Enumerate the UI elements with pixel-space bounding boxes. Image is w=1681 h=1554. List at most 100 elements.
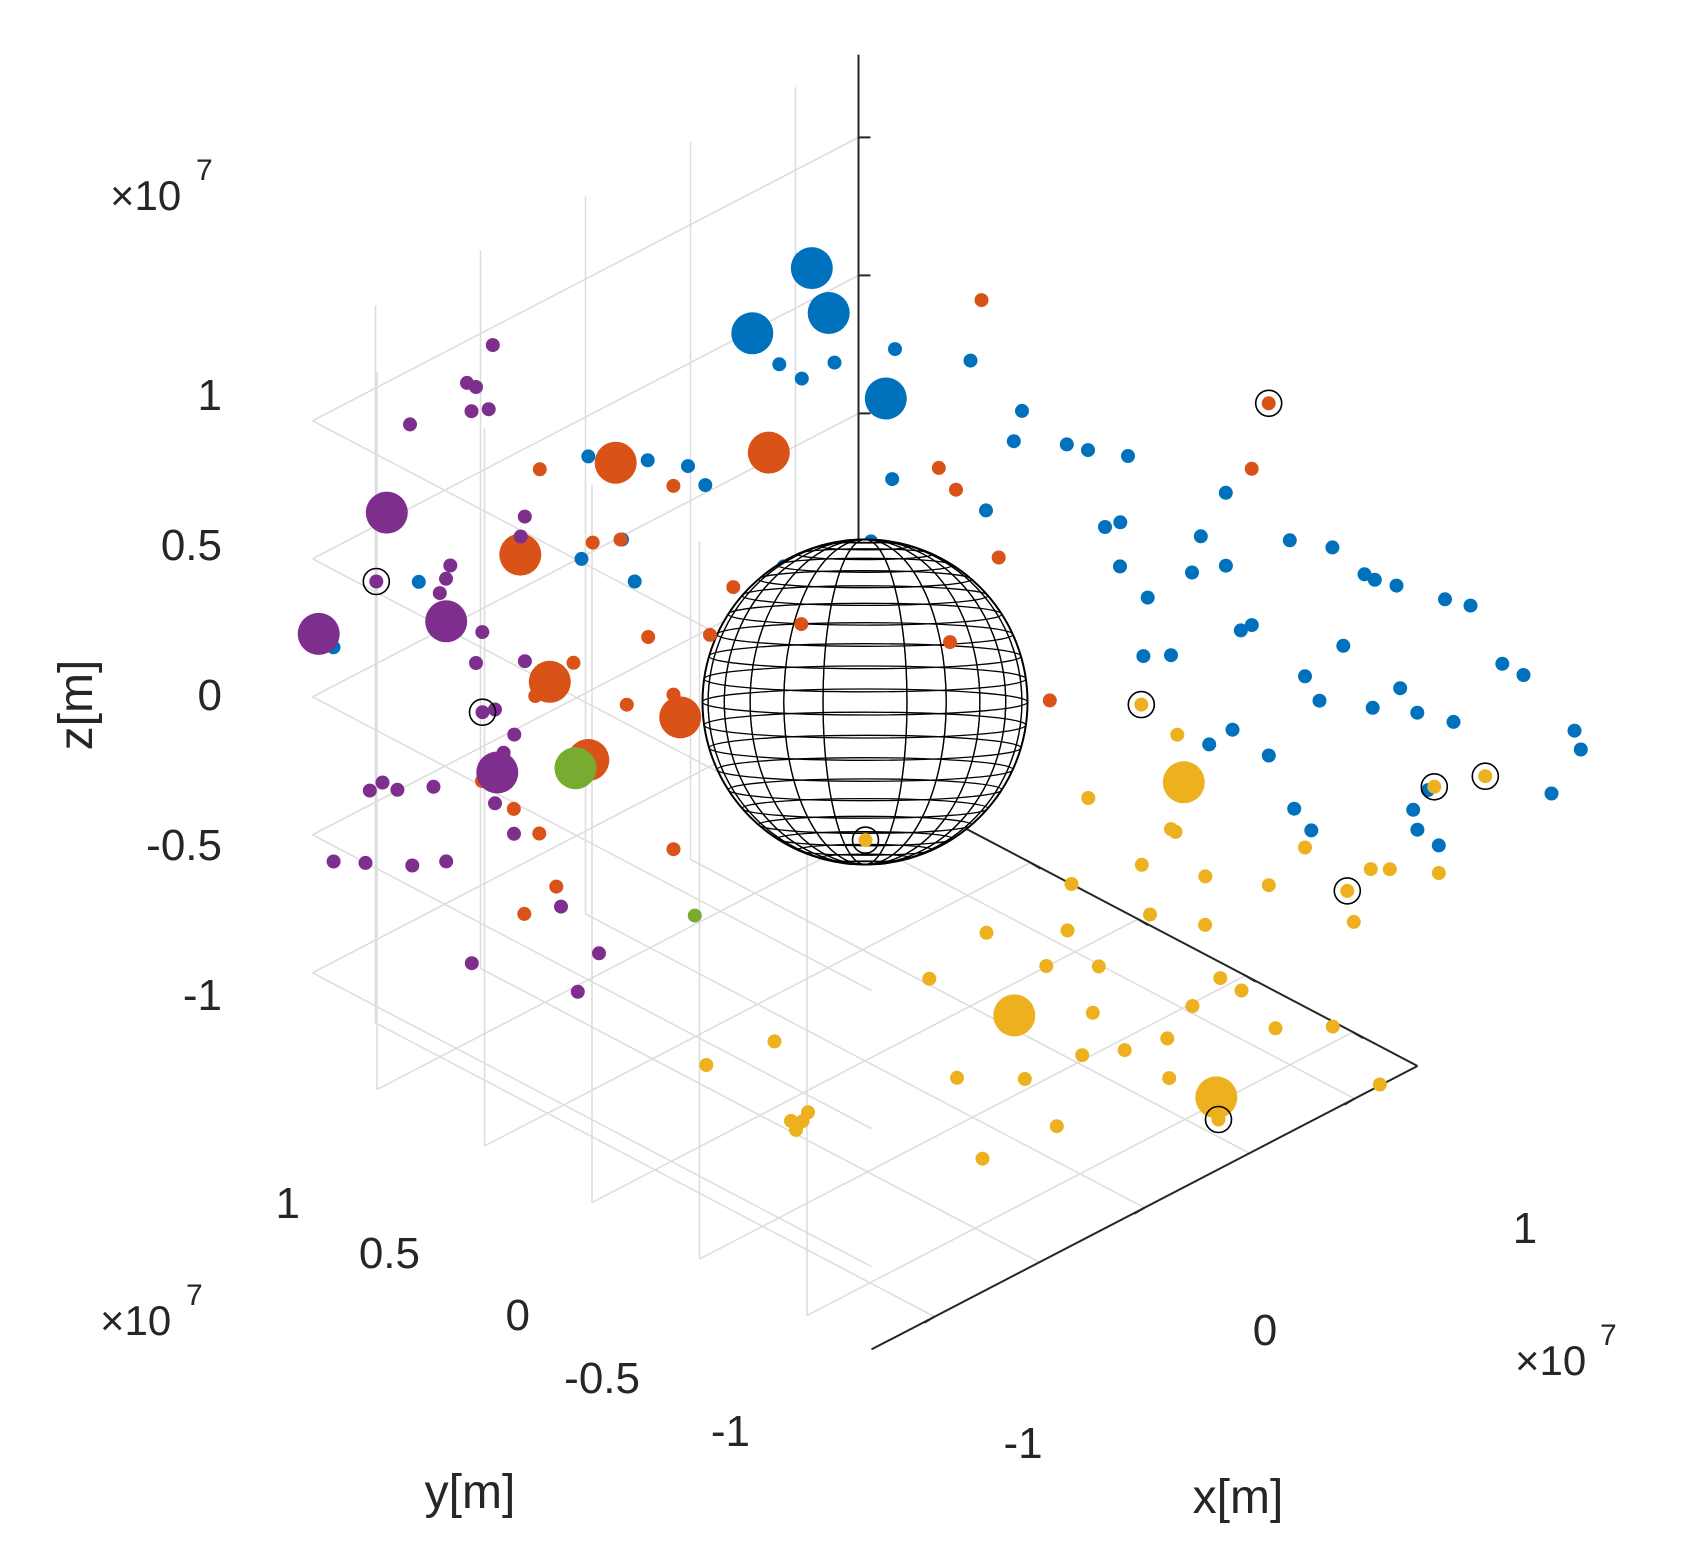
data-point-marker — [485, 338, 500, 353]
data-point-marker — [1039, 959, 1054, 973]
y-axis-label: y[m] — [425, 1466, 516, 1519]
data-point — [888, 342, 902, 357]
data-point-marker — [1160, 1031, 1175, 1046]
data-point — [659, 696, 702, 739]
data-point — [1140, 590, 1155, 605]
z-exponent-multiplier: ×10 7 — [110, 154, 213, 219]
data-point-marker — [801, 1105, 815, 1120]
data-point — [439, 854, 454, 869]
data-point — [949, 482, 963, 497]
data-point — [362, 783, 377, 798]
data-point — [390, 782, 405, 797]
data-point — [1325, 1019, 1340, 1034]
data-point-marker — [464, 956, 479, 971]
data-point-marker — [790, 247, 833, 290]
data-point-marker — [1081, 443, 1095, 458]
data-point-highlight-ring — [1254, 389, 1283, 418]
data-point-marker — [1213, 971, 1228, 986]
data-point-marker — [943, 635, 957, 650]
data-point — [1357, 567, 1372, 582]
data-point-marker — [794, 617, 809, 632]
data-point — [1170, 727, 1185, 742]
data-point — [979, 925, 994, 940]
data-point-marker — [687, 908, 702, 923]
data-point — [1193, 529, 1208, 544]
data-point — [1573, 742, 1588, 757]
data-point-marker — [411, 574, 426, 589]
data-point-marker — [581, 449, 596, 464]
data-point-marker — [767, 1034, 782, 1049]
grid-line — [806, 1031, 1354, 1317]
y-tick — [1137, 918, 1149, 926]
x-tick — [1133, 1206, 1146, 1215]
data-point — [469, 656, 483, 670]
data-point — [790, 247, 833, 290]
data-point — [1134, 857, 1149, 872]
data-point — [1233, 623, 1248, 638]
data-point — [772, 357, 787, 372]
data-point-marker — [1015, 403, 1029, 418]
data-point — [627, 574, 642, 589]
data-point-marker — [1287, 801, 1302, 816]
data-point — [485, 338, 500, 353]
data-point — [1213, 971, 1228, 986]
y-tick-label: 0.5 — [359, 1229, 420, 1278]
data-point-marker — [1406, 802, 1421, 817]
data-point — [1164, 648, 1178, 663]
data-point-marker — [1325, 1019, 1340, 1034]
data-point-marker — [1478, 769, 1493, 784]
data-point — [767, 1034, 782, 1049]
data-point — [1346, 914, 1361, 929]
data-point-marker — [574, 551, 589, 566]
data-point — [585, 535, 600, 550]
data-point — [1015, 403, 1029, 418]
data-point-marker — [1382, 862, 1397, 877]
data-point — [1218, 558, 1233, 573]
data-point-marker — [993, 994, 1036, 1037]
y-tick — [1029, 861, 1042, 870]
z-tick-label: 1 — [198, 371, 222, 420]
data-point — [1136, 649, 1151, 664]
data-point-marker — [1367, 572, 1382, 587]
data-point — [1372, 1077, 1387, 1092]
data-point-marker — [1573, 742, 1588, 757]
data-point-marker — [950, 1070, 964, 1085]
x-tick-label: 1 — [1513, 1204, 1537, 1253]
data-point-marker — [566, 655, 581, 670]
data-point — [885, 472, 900, 487]
data-point — [507, 727, 522, 742]
data-point-marker — [1410, 705, 1425, 720]
data-point — [641, 630, 656, 644]
data-point — [1121, 449, 1135, 463]
data-point-marker — [517, 906, 532, 921]
data-point — [481, 402, 496, 417]
data-point — [1081, 443, 1095, 458]
data-point-marker — [517, 509, 532, 524]
data-point-marker — [1081, 791, 1096, 805]
data-point-marker — [1117, 1043, 1132, 1058]
svg-text:×10: ×10 — [1515, 1337, 1586, 1384]
data-point — [1363, 862, 1378, 877]
data-point-marker — [1195, 1076, 1238, 1119]
data-point — [1244, 461, 1259, 476]
earth-wireframe-sphere — [701, 538, 1029, 866]
data-point — [1127, 690, 1156, 719]
data-point-marker — [991, 550, 1006, 565]
data-point — [443, 558, 458, 573]
points-in-front-of-sphere — [297, 247, 1588, 1166]
data-point — [1202, 737, 1217, 752]
data-point — [1039, 959, 1054, 973]
data-point — [1389, 578, 1404, 593]
data-point-marker — [1091, 959, 1106, 974]
data-point-marker — [979, 925, 994, 940]
z-axis-label: z[m] — [50, 660, 103, 751]
data-point-marker — [1282, 533, 1297, 548]
svg-text:7: 7 — [1600, 1319, 1617, 1352]
data-point — [1446, 714, 1461, 729]
data-point-marker — [1357, 567, 1372, 582]
data-point-marker — [703, 627, 717, 642]
data-point-marker — [375, 775, 390, 790]
data-point — [1091, 959, 1106, 974]
data-point — [1410, 822, 1425, 837]
data-point — [1218, 485, 1233, 500]
